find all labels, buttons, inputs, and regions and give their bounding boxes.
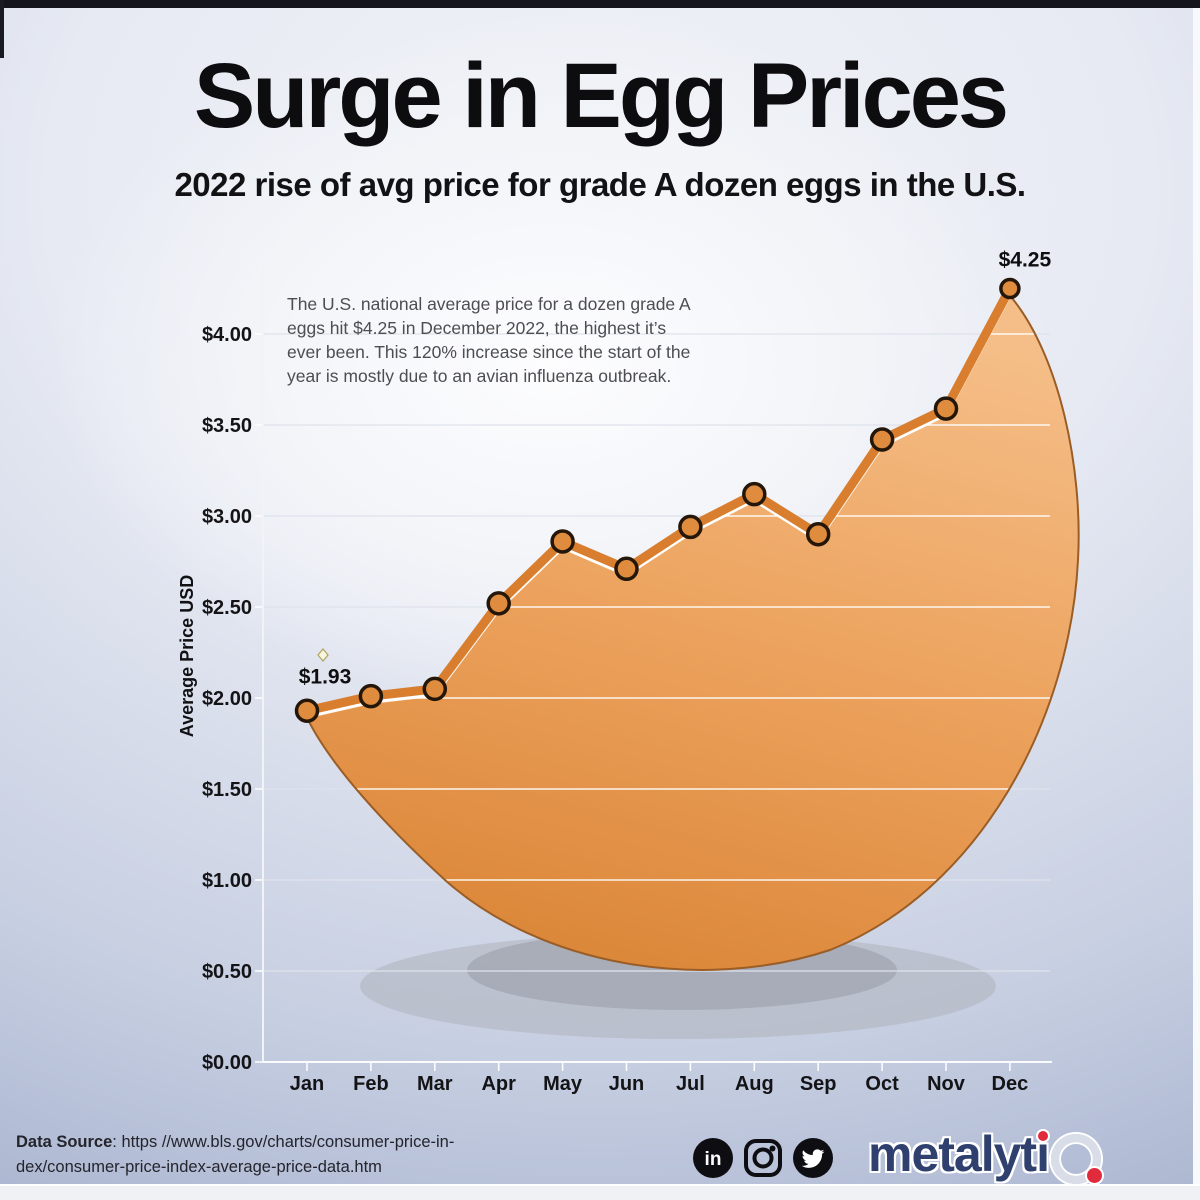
y-tick-label: $2.50	[202, 597, 252, 619]
frame-right-border	[1193, 8, 1200, 1186]
logo-i-red-dot	[1038, 1131, 1049, 1141]
x-tick-label: Mar	[417, 1073, 453, 1095]
data-point-jan	[294, 698, 320, 723]
logo-q-ring	[1050, 1134, 1102, 1184]
data-point-dec	[999, 277, 1021, 300]
y-tick-label: $1.00	[202, 870, 252, 892]
x-tick-label: Nov	[927, 1073, 966, 1095]
x-tick-label: Apr	[481, 1073, 516, 1095]
x-tick-label: Feb	[353, 1073, 389, 1095]
data-point-sep	[805, 521, 831, 547]
frame-top-border	[0, 0, 1200, 8]
first-point-label: $1.93	[299, 666, 352, 689]
axes	[262, 248, 1052, 1063]
data-source-line2: dex/consumer-price-index-average-price-d…	[16, 1157, 382, 1176]
data-point-aug	[742, 481, 767, 507]
x-tick-label: Jul	[676, 1073, 705, 1095]
data-source-label: Data Source	[16, 1133, 113, 1151]
last-point-label: $4.25	[999, 249, 1052, 272]
logo-text: metalytı	[868, 1125, 1050, 1183]
y-tick-label: $0.50	[202, 961, 252, 983]
x-tick-label: Jun	[609, 1073, 645, 1095]
linkedin-glyph: in	[705, 1149, 722, 1170]
y-tick-label: $3.00	[202, 506, 252, 528]
social-icons: in	[692, 1137, 834, 1179]
y-axis-title: Average Price USD	[177, 575, 197, 737]
logo-letter-i: ı	[1036, 1125, 1050, 1183]
data-source: Data Source: https //www.bls.gov/charts/…	[16, 1130, 516, 1180]
linkedin-icon: in	[693, 1138, 733, 1178]
y-tick-label: $1.50	[202, 779, 252, 801]
data-point-mar	[422, 676, 448, 702]
egg-area-fill	[307, 295, 1079, 970]
data-point-may	[550, 529, 575, 554]
data-point-feb	[358, 683, 384, 709]
instagram-icon	[744, 1139, 782, 1177]
data-point-nov	[933, 396, 959, 421]
data-point-jun	[614, 556, 639, 582]
chart-annotation: The U.S. national average price for a do…	[287, 294, 691, 387]
x-tick-label: Sep	[800, 1073, 837, 1095]
x-tick-label: Dec	[992, 1073, 1029, 1095]
frame-left-border	[0, 0, 4, 58]
y-tick-label: $2.00	[202, 688, 252, 710]
data-point-oct	[869, 427, 895, 452]
data-source-line1: Data Source: https //www.bls.gov/charts/…	[16, 1130, 516, 1155]
data-source-url-part1: : https //www.bls.gov/charts/consumer-pr…	[112, 1133, 455, 1151]
page-subtitle: 2022 rise of avg price for grade A dozen…	[174, 166, 1026, 203]
frame-bottom-border	[0, 1184, 1200, 1200]
x-tick-label: Oct	[865, 1073, 899, 1095]
x-tick-labels: Jan Feb Mar Apr May Jun Jul Aug Sep Oct Nov Dec	[290, 1073, 1028, 1095]
page-title: Surge in Egg Prices	[193, 45, 1009, 147]
egg-outline	[306, 294, 1080, 971]
point-value-labels: $1.93 $4.25	[299, 249, 1052, 689]
small-diamond-marker	[317, 647, 329, 663]
twitter-icon	[793, 1138, 833, 1178]
logo-text-part1: metalyt	[868, 1126, 1037, 1182]
series-points	[294, 277, 1021, 723]
y-tick-label: $3.50	[202, 415, 252, 437]
x-tick-label: May	[543, 1073, 583, 1095]
data-point-jul	[678, 514, 703, 540]
y-tick-labels: $0.00 $0.50 $1.00 $1.50 $2.00 $2.50 $3.00 $3.50…	[202, 324, 252, 1074]
logo-q-red-dot	[1086, 1168, 1102, 1183]
y-tick-label: $0.00	[202, 1052, 252, 1074]
y-tick-label: $4.00	[202, 324, 252, 346]
x-tick-label: Aug	[735, 1073, 774, 1095]
x-tick-label: Jan	[290, 1073, 324, 1095]
data-point-apr	[486, 591, 511, 616]
metalytiq-logo: metalytı	[868, 1124, 1102, 1184]
